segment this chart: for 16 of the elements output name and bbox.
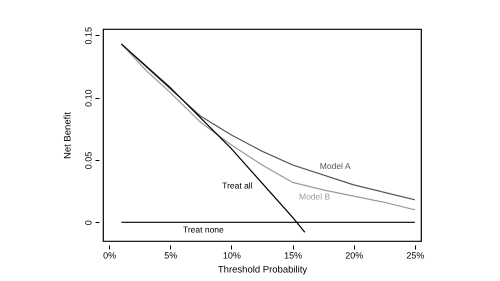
y-tick-label: 0 [84,220,94,226]
series-label: Model B [298,191,330,202]
y-tick-label: 0.15 [84,26,94,44]
y-axis-title: Net Benefit [62,112,74,159]
x-tick-label: 15% [284,250,302,260]
series-label: Treat none [182,224,224,234]
x-tick-label: 10% [222,250,241,260]
y-tick-label: 0.10 [84,89,94,107]
series-label: Treat all [222,180,253,190]
x-axis-title: Threshold Probability [218,264,308,276]
x-tick-label: 5% [164,250,178,260]
series-label: Model A [320,160,351,171]
y-tick-label: 0.05 [84,152,94,170]
x-tick-label: 0% [103,250,116,260]
x-tick-label: 25% [406,250,424,260]
x-tick-label: 20% [345,250,364,260]
